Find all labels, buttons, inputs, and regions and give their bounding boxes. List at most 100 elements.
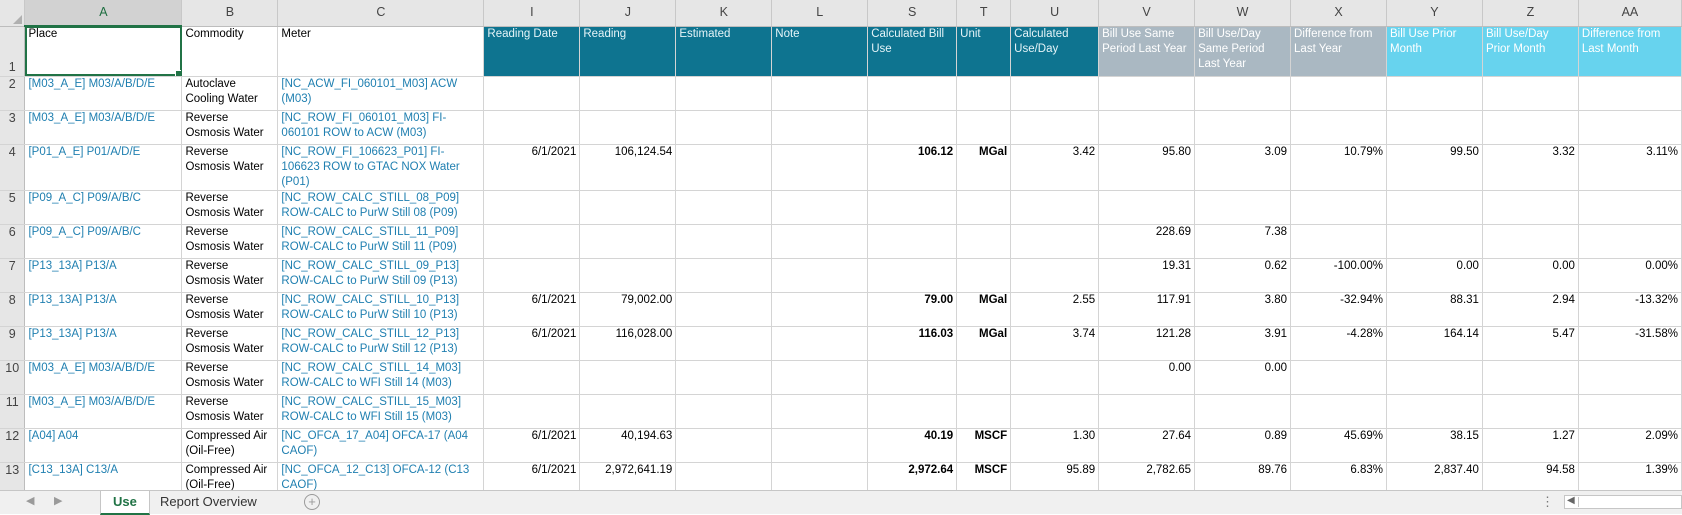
column-header-x[interactable]: X bbox=[1290, 0, 1387, 27]
cell-z[interactable]: 5.47 bbox=[1482, 326, 1579, 361]
column-header-z[interactable]: Z bbox=[1482, 0, 1579, 27]
cell-t[interactable] bbox=[956, 258, 1012, 293]
cell-j[interactable]: 106,124.54 bbox=[579, 144, 677, 191]
cell-b[interactable]: Reverse Osmosis Water bbox=[181, 190, 279, 225]
cell-b[interactable]: Reverse Osmosis Water bbox=[181, 292, 279, 327]
cell-b[interactable]: Reverse Osmosis Water bbox=[181, 394, 279, 429]
cell-aa[interactable]: 1.39% bbox=[1578, 462, 1682, 490]
cell-b[interactable]: Compressed Air (Oil-Free) bbox=[181, 428, 279, 463]
column-header-u[interactable]: U bbox=[1010, 0, 1100, 27]
cell-k[interactable] bbox=[675, 224, 773, 259]
cell-x[interactable]: -4.28% bbox=[1290, 326, 1387, 361]
cell-i[interactable] bbox=[483, 360, 581, 395]
column-header-l[interactable]: L bbox=[771, 0, 869, 27]
cell-j[interactable] bbox=[579, 394, 677, 429]
row-header[interactable]: 3 bbox=[0, 110, 26, 145]
header-cell-aa[interactable]: Difference from Last Month bbox=[1578, 26, 1682, 77]
header-cell-l[interactable]: Note bbox=[771, 26, 869, 77]
cell-i[interactable]: 6/1/2021 bbox=[483, 144, 581, 191]
cell-x[interactable]: 6.83% bbox=[1290, 462, 1387, 490]
cell-t[interactable] bbox=[956, 76, 1012, 111]
cell-i[interactable] bbox=[483, 224, 581, 259]
scroll-left-icon[interactable]: ◀ bbox=[1567, 495, 1575, 506]
cell-aa[interactable]: 3.11% bbox=[1578, 144, 1682, 191]
row-header[interactable]: 4 bbox=[0, 144, 26, 191]
cell-z[interactable]: 94.58 bbox=[1482, 462, 1579, 490]
cell-c[interactable]: [NC_ROW_CALC_STILL_12_P13] ROW-CALC to P… bbox=[277, 326, 485, 361]
cell-x[interactable] bbox=[1290, 110, 1387, 145]
cell-i[interactable] bbox=[483, 258, 581, 293]
cell-i[interactable]: 6/1/2021 bbox=[483, 462, 581, 490]
cell-v[interactable] bbox=[1098, 76, 1196, 111]
column-header-j[interactable]: J bbox=[579, 0, 677, 27]
cell-t[interactable] bbox=[956, 360, 1012, 395]
cell-a[interactable]: [P09_A_C] P09/A/B/C bbox=[24, 190, 183, 225]
cell-s[interactable]: 40.19 bbox=[867, 428, 958, 463]
cell-c[interactable]: [NC_ROW_CALC_STILL_15_M03] ROW-CALC to W… bbox=[277, 394, 485, 429]
cell-u[interactable] bbox=[1010, 190, 1100, 225]
cell-u[interactable]: 3.42 bbox=[1010, 144, 1100, 191]
cell-l[interactable] bbox=[771, 76, 869, 111]
cell-x[interactable] bbox=[1290, 360, 1387, 395]
column-header-k[interactable]: K bbox=[675, 0, 773, 27]
cell-a[interactable]: [P13_13A] P13/A bbox=[24, 258, 183, 293]
cell-v[interactable] bbox=[1098, 394, 1196, 429]
cell-z[interactable]: 0.00 bbox=[1482, 258, 1579, 293]
cell-t[interactable] bbox=[956, 224, 1012, 259]
cell-a[interactable]: [P01_A_E] P01/A/D/E bbox=[24, 144, 183, 191]
cell-z[interactable]: 2.94 bbox=[1482, 292, 1579, 327]
cell-v[interactable]: 117.91 bbox=[1098, 292, 1196, 327]
cell-l[interactable] bbox=[771, 258, 869, 293]
cell-v[interactable]: 0.00 bbox=[1098, 360, 1196, 395]
cell-z[interactable]: 3.32 bbox=[1482, 144, 1579, 191]
cell-a[interactable]: [M03_A_E] M03/A/B/D/E bbox=[24, 360, 183, 395]
cell-c[interactable]: [NC_ROW_CALC_STILL_14_M03] ROW-CALC to W… bbox=[277, 360, 485, 395]
cell-y[interactable]: 88.31 bbox=[1386, 292, 1483, 327]
cell-j[interactable]: 79,002.00 bbox=[579, 292, 677, 327]
cell-l[interactable] bbox=[771, 462, 869, 490]
cell-i[interactable] bbox=[483, 190, 581, 225]
header-cell-k[interactable]: Estimated bbox=[675, 26, 773, 77]
cell-c[interactable]: [NC_ROW_CALC_STILL_11_P09] ROW-CALC to P… bbox=[277, 224, 485, 259]
cell-w[interactable]: 3.91 bbox=[1194, 326, 1292, 361]
cell-l[interactable] bbox=[771, 190, 869, 225]
header-cell-j[interactable]: Reading bbox=[579, 26, 677, 77]
cell-v[interactable]: 95.80 bbox=[1098, 144, 1196, 191]
cell-z[interactable] bbox=[1482, 190, 1579, 225]
cell-j[interactable] bbox=[579, 224, 677, 259]
column-header-a[interactable]: A bbox=[24, 0, 183, 27]
cell-k[interactable] bbox=[675, 258, 773, 293]
cell-aa[interactable]: -31.58% bbox=[1578, 326, 1682, 361]
cell-w[interactable]: 0.00 bbox=[1194, 360, 1292, 395]
cell-y[interactable]: 164.14 bbox=[1386, 326, 1483, 361]
cell-u[interactable] bbox=[1010, 360, 1100, 395]
cell-k[interactable] bbox=[675, 428, 773, 463]
cell-k[interactable] bbox=[675, 110, 773, 145]
tab-use[interactable]: Use bbox=[100, 491, 150, 515]
cell-u[interactable]: 2.55 bbox=[1010, 292, 1100, 327]
cell-i[interactable]: 6/1/2021 bbox=[483, 326, 581, 361]
column-header-i[interactable]: I bbox=[483, 0, 581, 27]
header-cell-v[interactable]: Bill Use Same Period Last Year bbox=[1098, 26, 1196, 77]
cell-t[interactable]: MGal bbox=[956, 326, 1012, 361]
cell-j[interactable] bbox=[579, 190, 677, 225]
cell-u[interactable]: 1.30 bbox=[1010, 428, 1100, 463]
row-header[interactable]: 1 bbox=[0, 26, 26, 77]
spreadsheet-grid[interactable]: A B C I J K L S T U V W X Y Z AA 1 Place Commodity Meter R… bbox=[0, 0, 1682, 490]
cell-aa[interactable] bbox=[1578, 110, 1682, 145]
cell-u[interactable] bbox=[1010, 110, 1100, 145]
cell-k[interactable] bbox=[675, 462, 773, 490]
header-cell-a[interactable]: Place bbox=[24, 26, 183, 77]
cell-l[interactable] bbox=[771, 110, 869, 145]
cell-i[interactable] bbox=[483, 76, 581, 111]
cell-u[interactable] bbox=[1010, 258, 1100, 293]
cell-y[interactable] bbox=[1386, 360, 1483, 395]
cell-k[interactable] bbox=[675, 292, 773, 327]
cell-c[interactable]: [NC_OFCA_12_C13] OFCA-12 (C13 CAOF) bbox=[277, 462, 485, 490]
cell-s[interactable] bbox=[867, 258, 958, 293]
cell-l[interactable] bbox=[771, 144, 869, 191]
cell-aa[interactable]: 2.09% bbox=[1578, 428, 1682, 463]
cell-s[interactable] bbox=[867, 110, 958, 145]
cell-k[interactable] bbox=[675, 144, 773, 191]
cell-x[interactable]: -100.00% bbox=[1290, 258, 1387, 293]
